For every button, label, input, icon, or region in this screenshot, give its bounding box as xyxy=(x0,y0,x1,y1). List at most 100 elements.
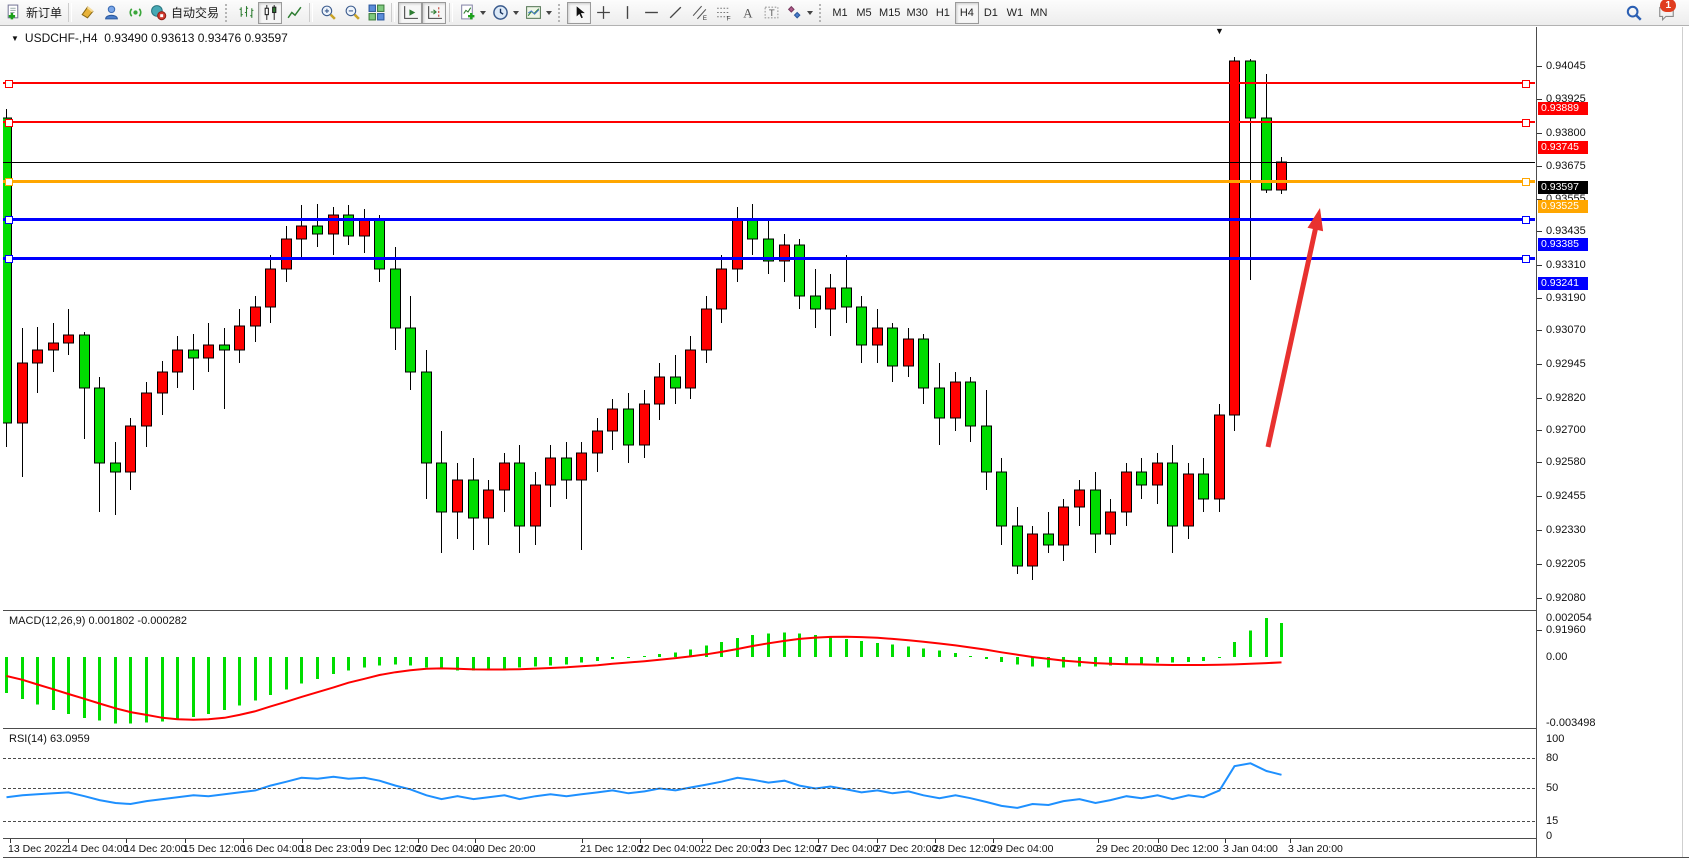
chat-button[interactable]: 1 xyxy=(1654,0,1679,24)
price-line-0.93241[interactable] xyxy=(3,257,1535,260)
time-tick xyxy=(1225,839,1226,843)
rsi-pane[interactable]: RSI(14) 63.0959 xyxy=(3,730,1535,838)
line-handle[interactable] xyxy=(1522,80,1530,88)
bar-chart-button[interactable] xyxy=(234,2,258,24)
timeframe-w1-button[interactable]: W1 xyxy=(1003,2,1027,24)
price-line-0.93889[interactable] xyxy=(3,82,1535,84)
timeframe-m5-button[interactable]: M5 xyxy=(852,2,876,24)
timeframe-h1-button[interactable]: H1 xyxy=(931,2,955,24)
line-handle[interactable] xyxy=(5,255,13,263)
svg-text:A: A xyxy=(743,6,753,20)
price-tick-label: 0.93070 xyxy=(1546,324,1586,336)
community-button[interactable] xyxy=(99,2,123,24)
chart-shift-marker-icon[interactable]: ▼ xyxy=(1215,27,1224,36)
chart-shift-button[interactable] xyxy=(422,1,447,24)
indicator-icon xyxy=(459,4,476,21)
time-tick-label: 20 Dec 20:00 xyxy=(473,843,536,855)
price-tick-label: 0.93675 xyxy=(1546,160,1586,172)
price-axis[interactable]: 0.93889 0.93745 0.93597 0.93525 0.93385 0.932… xyxy=(1536,27,1689,857)
time-axis[interactable]: 13 Dec 2022 14 Dec 04:00 14 Dec 20:00 15 De… xyxy=(3,839,1535,857)
rsi-axis-label: 100 xyxy=(1546,733,1565,745)
time-tick-label: 19 Dec 12:00 xyxy=(358,843,421,855)
time-tick xyxy=(760,839,761,843)
chartshift-icon xyxy=(426,4,443,21)
dropdown-arrow-icon[interactable] xyxy=(480,10,487,15)
timeframe-h4-button[interactable]: H4 xyxy=(954,1,979,24)
text-label-button[interactable]: T xyxy=(759,2,783,24)
chart-window[interactable]: ▼ USDCHF-,H4 0.93490 0.93613 0.93476 0.93… xyxy=(0,26,1689,863)
hline-icon xyxy=(643,4,660,21)
timeframe-m15-button[interactable]: M15 xyxy=(876,2,903,24)
trendline-button[interactable] xyxy=(663,2,687,24)
new-order-button[interactable]: 新订单 xyxy=(2,2,65,24)
main-chart-pane[interactable]: ▼ USDCHF-,H4 0.93490 0.93613 0.93476 0.93… xyxy=(3,27,1535,610)
time-tick xyxy=(1290,839,1291,843)
time-tick-label: 18 Dec 23:00 xyxy=(300,843,363,855)
price-line-0.93525[interactable] xyxy=(3,180,1535,183)
timeframe-m1-button[interactable]: M1 xyxy=(828,2,852,24)
macd-axis-label: -0.003498 xyxy=(1546,717,1596,730)
line-handle[interactable] xyxy=(1522,178,1530,186)
svg-text:T: T xyxy=(768,8,774,19)
templates-button[interactable] xyxy=(522,2,555,24)
price-tick-label: 0.92945 xyxy=(1546,358,1586,370)
crosshair-button[interactable] xyxy=(591,2,615,24)
timeframe-m30-button[interactable]: M30 xyxy=(903,2,930,24)
equidistant-channel-button[interactable]: E xyxy=(687,2,711,24)
toolbar-groups: 新订单 自动交易 E F A T M1 M5 M15 M30 H1 H4 D1 W1 MN xyxy=(2,1,1051,24)
vertical-line-button[interactable] xyxy=(615,2,639,24)
indicators-button[interactable] xyxy=(456,2,489,24)
new-order-button-label: 新订单 xyxy=(26,6,63,20)
line-handle[interactable] xyxy=(5,119,13,127)
line-handle[interactable] xyxy=(1522,216,1530,224)
search-button[interactable] xyxy=(1622,2,1646,24)
rsi-label: RSI(14) 63.0959 xyxy=(9,733,90,745)
arrows-button[interactable] xyxy=(783,2,816,24)
tile-icon xyxy=(368,4,385,21)
fibonacci-button[interactable]: F xyxy=(711,2,735,24)
price-line-0.93597[interactable] xyxy=(3,162,1535,163)
candlestick-chart-button[interactable] xyxy=(258,1,283,24)
timeframe-d1-button[interactable]: D1 xyxy=(979,2,1003,24)
time-tick-label: 14 Dec 20:00 xyxy=(124,843,187,855)
time-tick xyxy=(1098,839,1099,843)
cursor-button[interactable] xyxy=(567,1,592,24)
price-line-0.93745[interactable] xyxy=(3,121,1535,123)
tile-windows-button[interactable] xyxy=(364,2,388,24)
time-tick-label: 3 Jan 04:00 xyxy=(1223,843,1278,855)
line-handle[interactable] xyxy=(5,80,13,88)
price-tick-label: 0.92330 xyxy=(1546,524,1586,536)
zoom-in-icon xyxy=(320,4,337,21)
auto-scroll-button[interactable] xyxy=(398,1,423,24)
line-handle[interactable] xyxy=(1522,255,1530,263)
price-tick xyxy=(1537,199,1542,200)
price-line-0.93385[interactable] xyxy=(3,218,1535,221)
autotrading-button[interactable]: 自动交易 xyxy=(147,2,222,24)
periods-button[interactable] xyxy=(489,2,522,24)
chart-menu-arrow-icon[interactable]: ▼ xyxy=(11,34,19,43)
price-tick xyxy=(1537,133,1542,134)
zoom-out-button[interactable] xyxy=(340,2,364,24)
macd-pane[interactable]: MACD(12,26,9) 0.001802 -0.000282 xyxy=(3,612,1535,728)
timeframe-mn-button[interactable]: MN xyxy=(1027,2,1051,24)
time-tick-label: 30 Dec 12:00 xyxy=(1156,843,1219,855)
dropdown-arrow-icon[interactable] xyxy=(546,10,553,15)
price-lines-layer xyxy=(3,27,1535,610)
price-tick xyxy=(1537,166,1542,167)
line-chart-button[interactable] xyxy=(282,2,306,24)
candles-layer xyxy=(3,57,1287,580)
time-tick-label: 20 Dec 04:00 xyxy=(416,843,479,855)
line-handle[interactable] xyxy=(1522,119,1530,127)
line-handle[interactable] xyxy=(5,178,13,186)
signals-button[interactable] xyxy=(123,2,147,24)
toolbar-separator xyxy=(391,3,396,22)
dropdown-arrow-icon[interactable] xyxy=(513,10,520,15)
rsi-axis-label: 15 xyxy=(1546,815,1559,827)
zoom-in-button[interactable] xyxy=(316,2,340,24)
text-button[interactable]: A xyxy=(735,2,759,24)
line-handle[interactable] xyxy=(5,216,13,224)
style-button[interactable] xyxy=(75,2,99,24)
horizontal-line-button[interactable] xyxy=(639,2,663,24)
time-tick xyxy=(185,839,186,843)
dropdown-arrow-icon[interactable] xyxy=(807,10,814,15)
